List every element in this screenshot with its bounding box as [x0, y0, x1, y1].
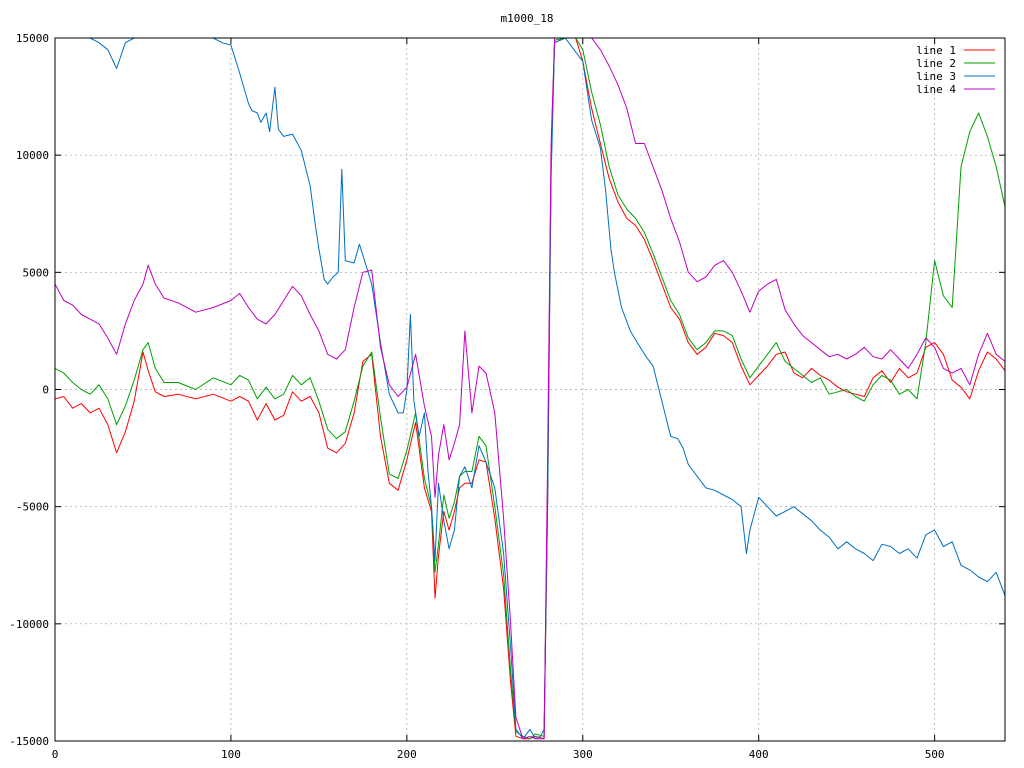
y-tick-label: 15000	[16, 32, 49, 45]
x-axis: 0 100 200 300 400 500	[52, 38, 945, 761]
y-tick-label: 10000	[16, 149, 49, 162]
y-tick-label: 0	[42, 384, 49, 397]
y-axis: -15000 -10000 -5000 0 5000 10000 15000	[9, 32, 1005, 748]
y-tick-label: -15000	[9, 735, 49, 748]
x-tick-label: 500	[925, 748, 945, 761]
y-tick-label: 5000	[23, 266, 50, 279]
legend-label-1: line 1	[916, 44, 956, 57]
y-tick-label: -5000	[16, 501, 49, 514]
series-line-2	[55, 38, 1005, 740]
grid	[55, 38, 1005, 741]
legend-label-4: line 4	[916, 83, 956, 96]
x-tick-label: 0	[52, 748, 59, 761]
legend-label-3: line 3	[916, 70, 956, 83]
series-line-4	[55, 38, 1005, 740]
x-tick-label: 400	[749, 748, 769, 761]
x-tick-label: 100	[221, 748, 241, 761]
chart-title: m1000_18	[501, 12, 554, 25]
y-tick-label: -10000	[9, 618, 49, 631]
plot-frame	[54, 37, 1006, 742]
series-layer	[55, 38, 1005, 740]
legend-label-2: line 2	[916, 57, 956, 70]
series-line-3	[55, 38, 1005, 740]
x-tick-label: 200	[397, 748, 417, 761]
x-tick-label: 300	[573, 748, 593, 761]
